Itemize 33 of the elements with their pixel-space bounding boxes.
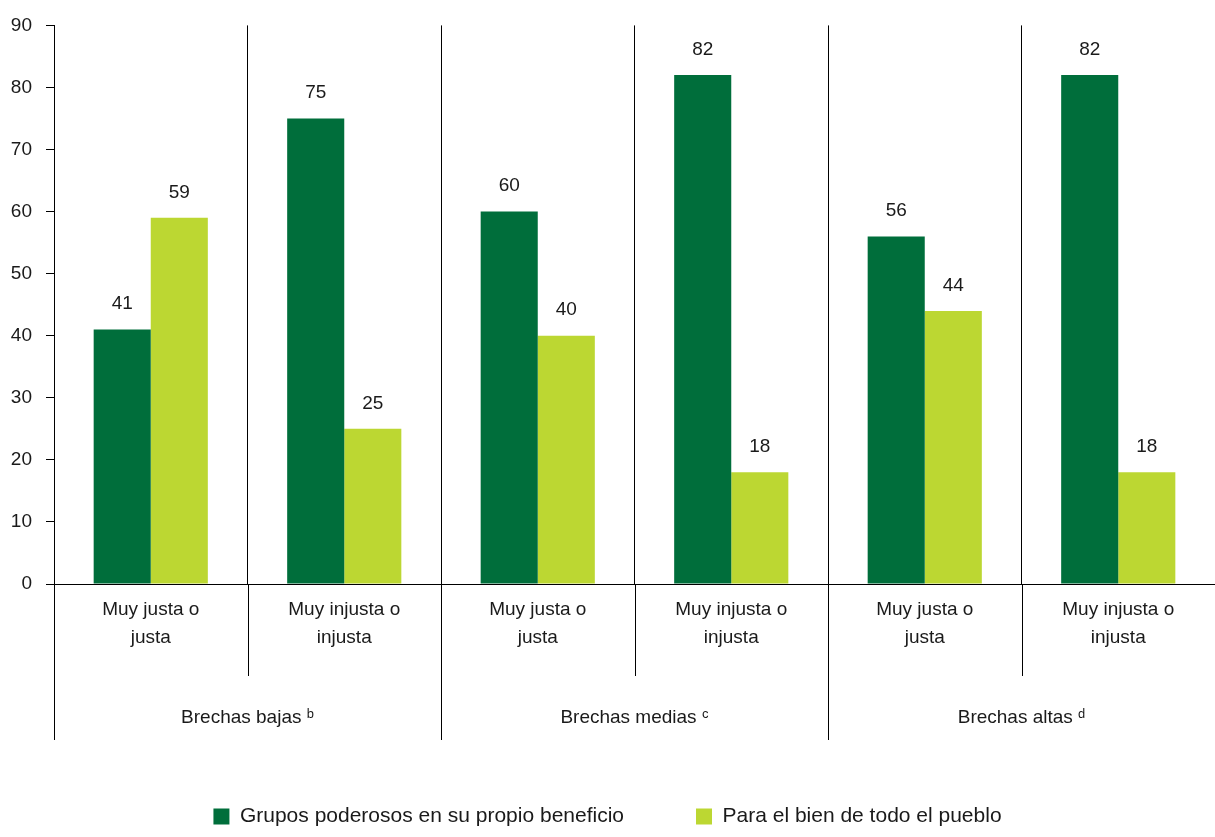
data-label: 60: [498, 174, 520, 196]
text: Brechas bajas ᵇ: [181, 706, 314, 728]
text: Brechas medias ᶜ: [560, 706, 709, 728]
data-label: 59: [168, 180, 190, 202]
legend-label: Para el bien de todo el pueblo: [722, 803, 1002, 827]
x-tick-label: Muy injusta o injusta: [675, 598, 788, 647]
x-tick-label: Muy injusta o injusta: [288, 598, 401, 647]
x-tick-label: Muy justa o justa: [876, 598, 974, 647]
x-tick-label: Muy justa o justa: [102, 598, 200, 647]
y-tick-label: 80: [10, 75, 32, 97]
text: Brechas altas ᵈ: [957, 706, 1086, 728]
data-label: 18: [749, 435, 771, 457]
data-label: 18: [1136, 435, 1158, 457]
x-tick-label: Muy injusta o injusta: [1062, 598, 1175, 647]
x-tick-label: Muy justa o justa: [489, 598, 587, 647]
data-label: 40: [555, 298, 577, 320]
data-label: 75: [305, 81, 327, 103]
legend-label: Grupos poderosos en su propio beneficio: [239, 803, 625, 827]
y-tick-label: 0: [21, 572, 32, 594]
data-label: 82: [692, 37, 714, 59]
y-tick-label: 60: [10, 199, 32, 221]
data-label: 82: [1079, 37, 1101, 59]
data-label: 44: [942, 273, 965, 295]
y-tick-label: 70: [10, 137, 32, 159]
y-tick-label: 90: [10, 13, 32, 35]
y-tick-label: 50: [10, 261, 32, 283]
y-tick-label: 30: [10, 386, 32, 408]
y-tick-label: 40: [10, 323, 32, 345]
data-label: 25: [362, 391, 384, 413]
y-tick-label: 10: [10, 510, 32, 532]
data-label: 56: [885, 199, 907, 221]
data-label: 41: [111, 292, 133, 314]
y-tick-label: 20: [10, 448, 32, 470]
